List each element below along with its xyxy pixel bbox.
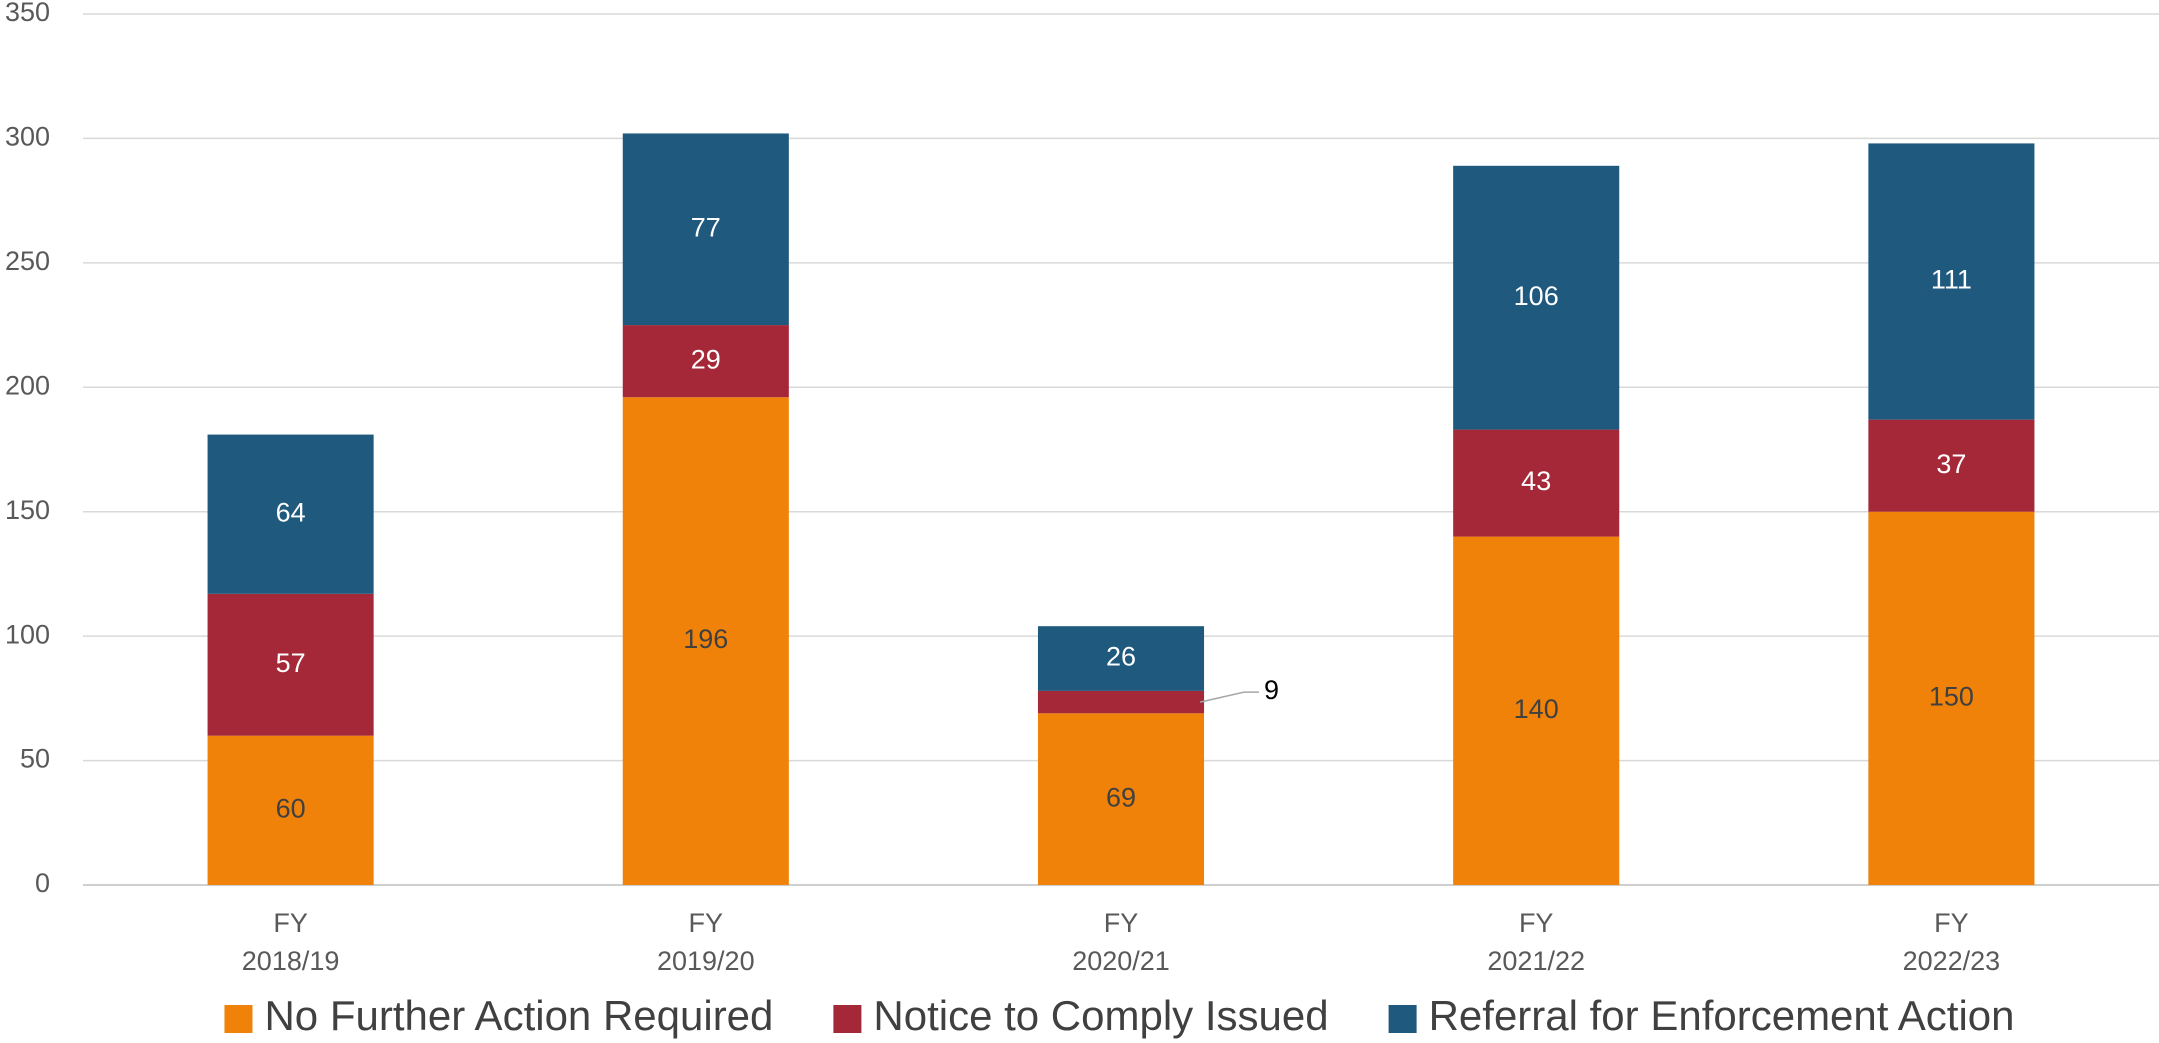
value-label: 57: [276, 648, 306, 678]
bar-segment: [1037, 713, 1205, 885]
bar-segment: [622, 325, 789, 398]
value-label: 106: [1514, 281, 1559, 311]
y-tick-label: 300: [5, 122, 50, 152]
legend-label: Referral for Enforcement Action: [1429, 992, 2015, 1039]
y-tick-label: 100: [5, 619, 50, 649]
bar-segment: [1453, 429, 1620, 537]
value-label: 150: [1929, 681, 1974, 711]
legend-swatch: [833, 1005, 862, 1033]
legend-swatch: [1388, 1005, 1417, 1033]
y-tick-label: 50: [20, 744, 50, 774]
x-tick-label: FY 2019/20: [657, 908, 755, 976]
value-label: 64: [276, 497, 306, 527]
bar-segment: [207, 593, 374, 736]
bar-segment: [1868, 143, 2035, 420]
value-label: 26: [1106, 642, 1136, 672]
value-label: 37: [1936, 449, 1966, 479]
y-tick-label: 200: [5, 370, 50, 400]
bar-segment: [1453, 536, 1620, 885]
bar-segment: [1453, 165, 1620, 430]
value-label: 196: [683, 624, 728, 654]
x-tick-label: FY 2018/19: [242, 908, 340, 976]
bar-segment: [1037, 626, 1205, 691]
bar-segment: [1868, 511, 2035, 885]
x-tick-label: FY 2021/22: [1487, 908, 1585, 976]
value-label: 111: [1931, 265, 1972, 295]
value-label: 9: [1264, 675, 1279, 705]
value-label: 60: [276, 793, 306, 823]
bar-segment: [207, 735, 374, 885]
value-label: 140: [1514, 694, 1559, 724]
leader-line: [1199, 691, 1260, 703]
y-tick-label: 250: [5, 246, 50, 276]
value-label: 77: [691, 212, 721, 242]
value-label: 29: [691, 344, 721, 374]
x-tick-label: FY 2020/21: [1072, 908, 1170, 976]
x-tick-label: FY 2022/23: [1903, 908, 2001, 976]
bar-segment: [207, 434, 374, 594]
bar-segment: [1037, 690, 1205, 714]
legend-label: No Further Action Required: [264, 992, 773, 1039]
legend-swatch: [224, 1005, 253, 1033]
y-tick-label: 150: [5, 495, 50, 525]
legend-label: Notice to Comply Issued: [873, 992, 1328, 1039]
bar-segment: [622, 397, 789, 885]
y-tick-label: 350: [5, 0, 50, 27]
value-label: 69: [1106, 782, 1136, 812]
y-tick-label: 0: [35, 868, 50, 898]
value-label: 43: [1521, 466, 1551, 496]
bar-segment: [622, 133, 789, 326]
bar-segment: [1868, 419, 2035, 512]
